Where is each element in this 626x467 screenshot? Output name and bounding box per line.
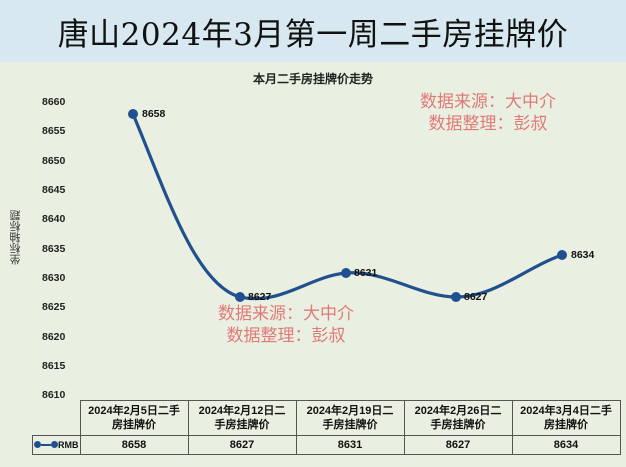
table-header: 2024年2月26日二 手房挂牌价 — [403, 400, 513, 436]
y-tick: 8625 — [42, 301, 66, 313]
data-label: 8658 — [142, 108, 166, 120]
data-point[interactable] — [235, 292, 245, 302]
y-tick: 8620 — [42, 331, 66, 343]
y-tick: 8610 — [42, 389, 66, 401]
table-header: 2024年2月12日二 手房挂牌价 — [187, 400, 297, 436]
legend-cell: RMB — [32, 435, 81, 455]
table-corner — [32, 400, 81, 436]
y-tick: 8635 — [42, 243, 66, 255]
y-tick: 8630 — [42, 272, 66, 284]
table-cell: 8627 — [187, 435, 297, 455]
y-tick: 8655 — [42, 125, 66, 137]
data-label: 8627 — [464, 291, 488, 303]
table-cell: 8658 — [79, 435, 189, 455]
data-label: 8631 — [354, 267, 378, 279]
data-point[interactable] — [451, 292, 461, 302]
title-banner: 唐山2024年3月第一周二手房挂牌价 — [0, 0, 626, 62]
legend-line-marker-icon — [34, 441, 58, 448]
y-tick: 8660 — [42, 96, 66, 108]
watermark-source: 数据来源：大中介 — [218, 304, 354, 324]
y-tick: 8645 — [42, 184, 66, 196]
table-cell: 8634 — [511, 435, 621, 455]
data-table: 2024年2月5日二手 房挂牌价 2024年2月12日二 手房挂牌价 2024年2月… — [32, 400, 621, 455]
legend-label: RMB — [58, 440, 79, 450]
series-line-rmb — [131, 112, 564, 301]
chart-title: 本月二手房挂牌价走势 — [252, 72, 373, 86]
data-point[interactable] — [341, 268, 351, 278]
watermark-mid: 数据来源：大中介 数据整理：彭叔 — [196, 303, 376, 347]
table-cell: 8631 — [295, 435, 405, 455]
y-tick: 8650 — [42, 155, 66, 167]
y-tick: 8640 — [42, 213, 66, 225]
watermark-author: 数据整理：彭叔 — [226, 326, 346, 346]
watermark-top: 数据来源：大中介 数据整理：彭叔 — [398, 91, 578, 135]
data-label: 8634 — [571, 249, 595, 261]
data-label: 8627 — [248, 291, 272, 303]
watermark-source: 数据来源：大中介 — [420, 92, 556, 112]
watermark-author: 数据整理：彭叔 — [428, 114, 548, 134]
table-cell: 8627 — [403, 435, 513, 455]
table-header: 2024年2月19日二 手房挂牌价 — [295, 400, 405, 436]
data-point[interactable] — [128, 109, 138, 119]
page-title: 唐山2024年3月第一周二手房挂牌价 — [57, 16, 569, 53]
table-header: 2024年3月4日二手 房挂牌价 — [511, 400, 621, 436]
y-tick: 8615 — [42, 360, 66, 372]
data-point[interactable] — [557, 250, 567, 260]
table-header: 2024年2月5日二手 房挂牌价 — [79, 400, 189, 436]
